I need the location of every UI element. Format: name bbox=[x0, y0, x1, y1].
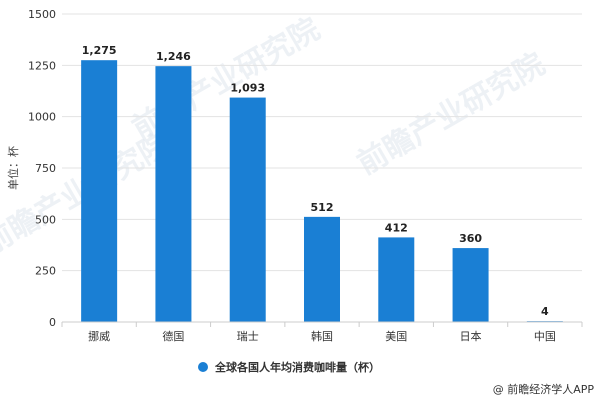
x-tick-label: 韩国 bbox=[311, 329, 333, 343]
data-labels: 1,275 1,246 1,093 512 412 360 4 bbox=[82, 44, 549, 318]
data-label: 412 bbox=[385, 221, 408, 234]
legend-label: 全球各国人年均消费咖啡量（杯） bbox=[214, 360, 380, 374]
data-label: 512 bbox=[311, 201, 334, 214]
x-axis: 挪威 德国 瑞士 韩国 美国 日本 中国 bbox=[61, 321, 583, 343]
bar bbox=[378, 237, 415, 322]
y-tick-label: 1500 bbox=[28, 8, 56, 21]
data-label: 1,275 bbox=[82, 44, 117, 57]
bar bbox=[452, 248, 489, 322]
x-tick-label: 瑞士 bbox=[237, 329, 259, 343]
watermark-text: 前瞻产业研究院 bbox=[352, 47, 551, 182]
x-tick-label: 挪威 bbox=[88, 329, 110, 343]
y-tick-label: 0 bbox=[49, 316, 56, 329]
data-label: 4 bbox=[541, 305, 549, 318]
data-label: 1,093 bbox=[230, 82, 265, 95]
bar bbox=[229, 97, 266, 322]
bar bbox=[304, 216, 340, 322]
y-axis: 0 250 500 750 1000 1250 1500 bbox=[28, 8, 56, 329]
bar bbox=[81, 60, 118, 322]
legend-marker bbox=[198, 362, 208, 372]
x-tick-label: 中国 bbox=[534, 330, 556, 343]
y-tick-label: 1250 bbox=[28, 59, 56, 72]
y-tick-label: 250 bbox=[35, 265, 56, 278]
data-label: 360 bbox=[459, 232, 482, 245]
bars bbox=[81, 60, 563, 322]
source-credit: @ 前瞻经济学人APP bbox=[492, 383, 594, 396]
bar bbox=[155, 66, 192, 322]
y-axis-label: 单位：杯 bbox=[6, 146, 20, 190]
y-tick-label: 1000 bbox=[28, 111, 56, 124]
x-tick-label: 美国 bbox=[385, 330, 407, 343]
x-tick-label: 日本 bbox=[460, 329, 482, 343]
x-tick-label: 德国 bbox=[162, 329, 184, 343]
y-tick-label: 500 bbox=[35, 213, 56, 226]
data-label: 1,246 bbox=[156, 50, 191, 63]
legend: 全球各国人年均消费咖啡量（杯） bbox=[198, 360, 380, 374]
y-tick-label: 750 bbox=[35, 162, 56, 175]
